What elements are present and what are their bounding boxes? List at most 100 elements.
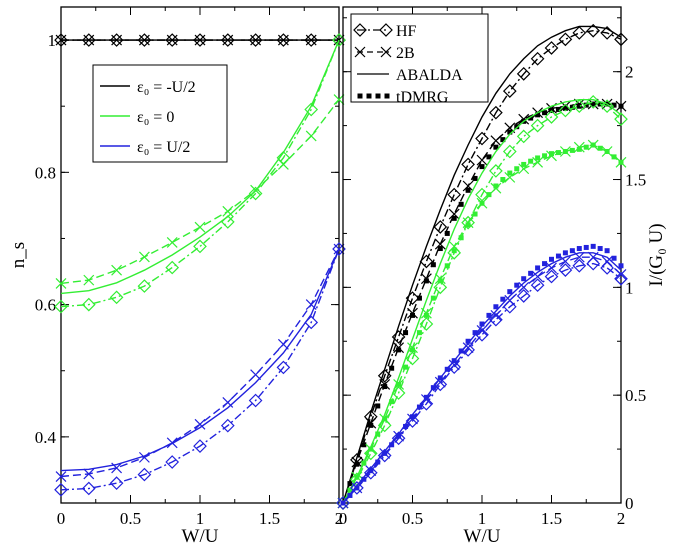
square-marker [340, 500, 346, 506]
diamond-marker [363, 465, 378, 480]
diamond-marker [193, 439, 207, 453]
square-marker [562, 148, 568, 154]
square-marker [555, 106, 561, 112]
diamond-marker [433, 220, 448, 234]
square-marker [535, 112, 541, 118]
square-marker [528, 158, 534, 164]
diamond-marker [81, 33, 96, 47]
square-marker [493, 304, 499, 310]
square-marker [576, 103, 582, 109]
y-tick-label: 0.6 [35, 296, 56, 315]
square-marker [562, 250, 568, 256]
y-tick-label: 0.8 [35, 163, 56, 182]
x-tick-label: 2 [617, 509, 626, 528]
square-marker [357, 93, 363, 99]
square-marker [410, 312, 415, 318]
square-marker [514, 166, 520, 172]
diamond-marker [248, 33, 263, 47]
x-tick-label: 0 [339, 509, 348, 528]
diamond-marker [586, 23, 601, 38]
series-line [60, 248, 340, 491]
x-tick-label: 0.5 [402, 509, 423, 528]
diamond-marker [220, 33, 235, 47]
square-marker [618, 103, 624, 109]
square-marker [500, 296, 506, 302]
diamond-marker [544, 269, 559, 284]
square-marker [389, 399, 395, 405]
diamond-marker [544, 110, 559, 124]
diamond-marker [276, 33, 291, 47]
square-marker [562, 105, 568, 111]
square-marker [366, 93, 372, 99]
diamond-marker [530, 51, 545, 66]
square-marker [479, 164, 485, 170]
square-marker [437, 278, 443, 284]
square-marker [500, 177, 506, 183]
diamond-marker [516, 289, 531, 303]
x-marker [111, 264, 123, 276]
diamond-marker [489, 164, 503, 178]
diamond-marker [502, 144, 517, 159]
series-hf [336, 95, 628, 510]
diamond-marker [475, 327, 489, 342]
series-line [60, 39, 340, 295]
x-marker [601, 256, 613, 267]
diamond-marker [614, 112, 628, 126]
diamond-marker [614, 32, 628, 47]
y-axis-label: I/(G₀ U) [646, 223, 667, 286]
diamond-marker [391, 386, 406, 400]
square-marker [555, 150, 561, 156]
x-marker [448, 240, 460, 252]
diamond-marker [81, 481, 96, 496]
square-marker [368, 446, 374, 452]
square-marker [389, 365, 395, 371]
square-marker [604, 248, 610, 254]
x-marker [55, 471, 67, 482]
square-marker [451, 215, 457, 221]
diamond-marker [530, 118, 545, 133]
square-marker [569, 104, 575, 110]
x-marker [476, 325, 488, 336]
x-marker [476, 154, 488, 166]
square-marker [361, 442, 367, 448]
x-marker [194, 418, 206, 430]
left-panel: 0 0.5 1 1.5 20.40.60.81W/Un_sε₀ = -U/2ε₀ = 0… [8, 6, 346, 547]
legend-label: ε₀ = U/2 [137, 139, 190, 156]
diamond-marker [276, 360, 291, 375]
square-marker [590, 243, 596, 249]
x-marker [138, 251, 150, 263]
diamond-marker [304, 33, 319, 47]
square-marker [514, 282, 520, 288]
square-marker [423, 278, 429, 284]
diamond-marker [248, 186, 263, 201]
square-marker [382, 416, 388, 422]
square-marker [403, 423, 409, 429]
diamond-marker [572, 99, 587, 114]
series-abalda [60, 248, 340, 472]
square-marker [514, 124, 520, 130]
square-marker [375, 431, 381, 437]
x-marker [277, 158, 289, 170]
series-2b [337, 98, 627, 509]
series-hf [54, 242, 346, 497]
x-tick-label: 1.5 [541, 509, 562, 528]
diamond-marker [502, 84, 517, 98]
diamond-marker [433, 280, 448, 295]
diamond-marker [391, 431, 406, 446]
series-tdmrg [340, 101, 624, 506]
diamond-marker [193, 33, 207, 47]
x-marker [532, 156, 544, 168]
x-marker [532, 271, 544, 282]
series-2b [55, 94, 345, 289]
series-abalda [60, 39, 340, 295]
square-marker [423, 312, 429, 318]
square-marker [507, 129, 513, 135]
square-marker [410, 347, 415, 353]
square-marker [611, 255, 617, 261]
square-marker [555, 253, 561, 259]
square-marker [396, 381, 402, 387]
diamond-marker [558, 263, 573, 277]
diamond-marker [109, 476, 124, 491]
x-marker [222, 397, 234, 408]
